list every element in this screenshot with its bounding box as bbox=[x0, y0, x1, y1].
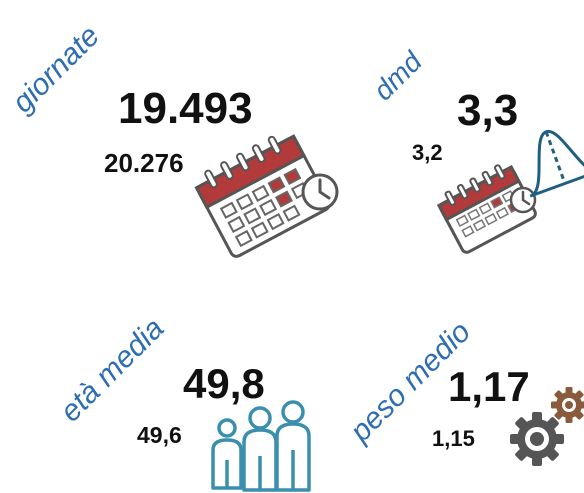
kpi-previous-dmd: 3,2 bbox=[412, 140, 443, 165]
kpi-label-giornate: giornate bbox=[5, 19, 106, 120]
kpi-previous-giornate: 20.276 bbox=[104, 148, 184, 178]
kpi-previous-peso-medio: 1,15 bbox=[432, 426, 475, 451]
calendar-clock-icon bbox=[194, 134, 339, 258]
kpi-previous-eta-media: 49,6 bbox=[137, 422, 182, 448]
people-icon bbox=[211, 400, 311, 492]
calendar-bellcurve-icon bbox=[436, 130, 584, 254]
kpi-label-dmd: dmd bbox=[367, 45, 428, 107]
kpi-value-eta-media: 49,8 bbox=[183, 360, 265, 407]
kpi-label-eta-media: età media bbox=[53, 311, 171, 429]
kpi-value-giornate: 19.493 bbox=[118, 84, 253, 133]
kpi-value-peso-medio: 1,17 bbox=[448, 363, 530, 410]
gears-icon bbox=[510, 387, 584, 466]
kpi-value-dmd: 3,3 bbox=[457, 86, 519, 135]
